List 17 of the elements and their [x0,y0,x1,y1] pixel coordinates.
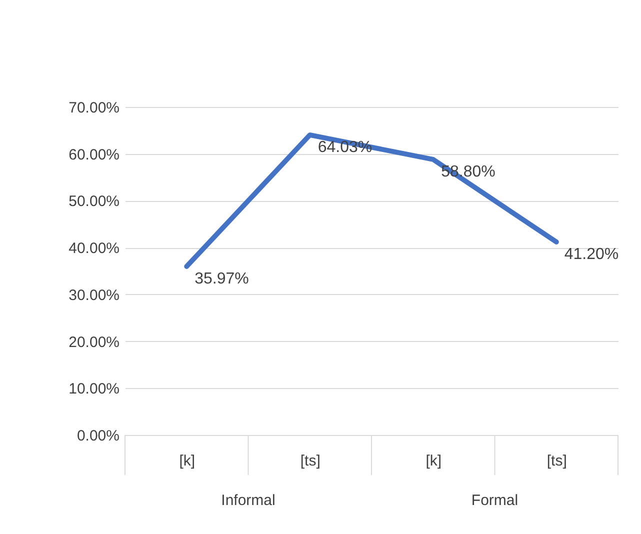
x-tick-label: [ts] [300,452,320,470]
y-tick-label: 40.00% [68,240,120,258]
y-tick-label: 70.00% [68,100,120,116]
y-tick-label: 30.00% [68,286,120,304]
text: Formal [471,492,518,509]
y-tick-label: 10.00% [68,380,120,398]
data-label: 64.03% [318,138,372,156]
x-tick-label: [k] [426,452,442,470]
data-label: 35.97% [194,270,249,288]
y-tick-label: 20.00% [68,334,120,351]
y-tick-label: 50.00% [68,193,120,210]
x-tick-label: [ts] [546,452,567,470]
data-label: 41.20% [564,246,619,263]
x-tick-label: [k] [179,452,196,470]
text: Informal [221,492,276,509]
y-tick-label: 60.00% [68,146,120,164]
y-tick-label: 0.00% [76,428,120,444]
